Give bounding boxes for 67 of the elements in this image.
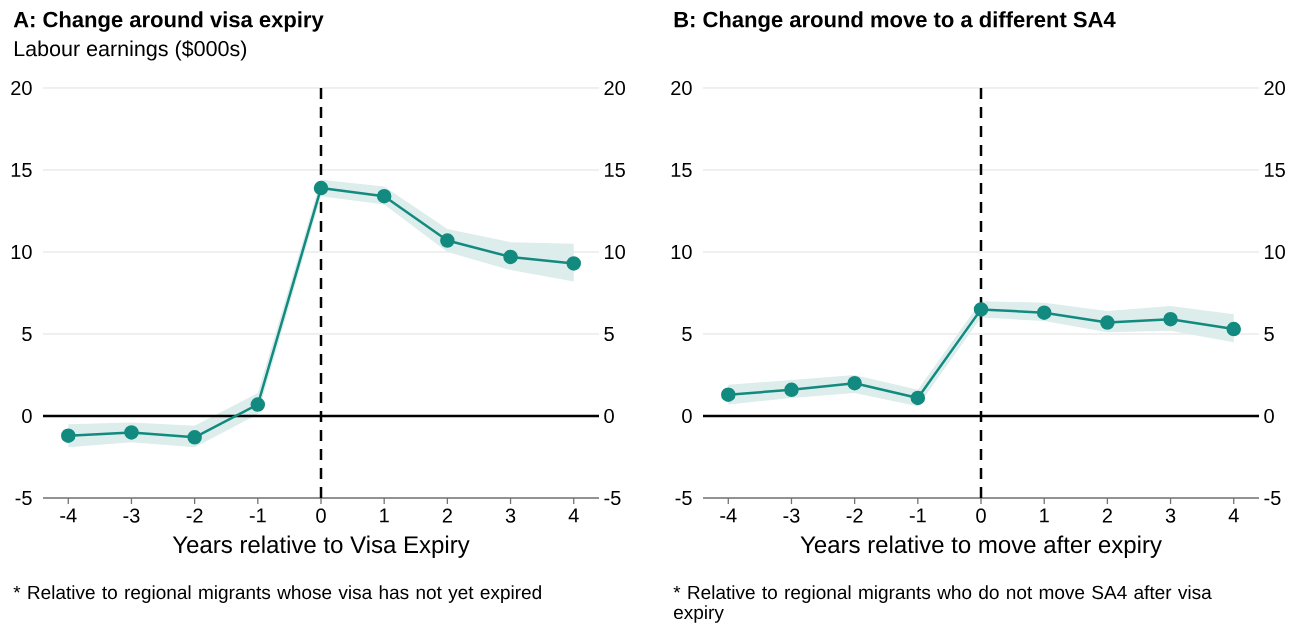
y-tick-label: 0 (682, 408, 692, 424)
point (503, 249, 518, 265)
y2-tick-label: -5 (604, 491, 621, 505)
x-tick-label: 1 (380, 508, 389, 523)
y-tick-label: 10 (671, 244, 692, 260)
chart-title: A: Change around visa expiry (13, 11, 324, 32)
point (1100, 315, 1115, 330)
y2-tick-label: 15 (1265, 163, 1285, 177)
point (376, 188, 392, 204)
y-tick-label: 20 (11, 80, 32, 96)
x-tick-label: -3 (783, 508, 800, 523)
point (1163, 311, 1178, 327)
y2-tick-label: 5 (1264, 327, 1274, 341)
point (973, 302, 989, 317)
y-tick-label: -5 (15, 491, 32, 505)
y2-tick-label: 0 (604, 408, 614, 424)
y2-tick-label: 10 (605, 244, 625, 260)
x-tick-label: 2 (1102, 508, 1112, 523)
y2-tick-label: 20 (604, 80, 625, 96)
y-tick-label: 15 (11, 163, 32, 177)
point (784, 382, 799, 398)
y2-tick-label: 20 (1264, 80, 1285, 96)
point (124, 425, 139, 440)
x-tick-label: -1 (249, 508, 266, 523)
point (721, 387, 736, 402)
y2-tick-label: 10 (1265, 244, 1285, 260)
x-tick-label: 3 (1165, 508, 1176, 523)
point (250, 397, 266, 412)
point (1226, 321, 1241, 337)
x-tick-label: 3 (505, 508, 516, 523)
y-tick-label: -5 (675, 491, 692, 505)
y2-tick-label: 15 (605, 163, 625, 177)
y2-tick-label: -5 (1264, 491, 1281, 505)
y-tick-label: 5 (682, 327, 692, 341)
x-tick-label: 0 (976, 508, 986, 523)
x-tick-label: -2 (846, 508, 863, 523)
y-tick-label: 15 (671, 163, 692, 177)
x-tick-label: -4 (60, 508, 77, 523)
text: * Relative to regional migrants who do not move SA4 after visa expiry (673, 585, 1212, 623)
y2-tick-label: 5 (604, 327, 614, 341)
y-axis-title: Labour earnings ($000s) (14, 40, 247, 61)
point (187, 430, 202, 445)
point (61, 428, 76, 443)
x-tick-label: 0 (316, 508, 326, 523)
x-tick-label: 2 (442, 508, 452, 523)
x-tick-label: -2 (186, 508, 203, 523)
y-tick-label: 0 (22, 408, 32, 424)
x-tick-label: 4 (1228, 508, 1239, 523)
text: * Relative to regional migrants whose visa has not yet expired (13, 585, 541, 603)
point (1036, 305, 1052, 320)
x-tick-label: 4 (568, 508, 579, 523)
x-tick-label: -4 (720, 508, 737, 523)
y-tick-label: 20 (671, 80, 692, 96)
x-tick-label: 1 (1040, 508, 1049, 523)
y2-tick-label: 0 (1264, 408, 1274, 424)
point (847, 375, 862, 391)
point (566, 256, 581, 271)
y-tick-label: 10 (11, 244, 32, 260)
x-tick-label: -1 (909, 508, 926, 523)
point (313, 180, 329, 196)
chart-title: B: Change around move to a different SA4 (674, 11, 1116, 32)
point (440, 233, 455, 248)
x-axis-title: Years relative to Visa Expiry (172, 535, 470, 558)
x-axis-title: Years relative to move after expiry (800, 535, 1162, 558)
point (910, 390, 926, 406)
y-tick-label: 5 (22, 327, 32, 341)
x-tick-label: -3 (123, 508, 140, 523)
